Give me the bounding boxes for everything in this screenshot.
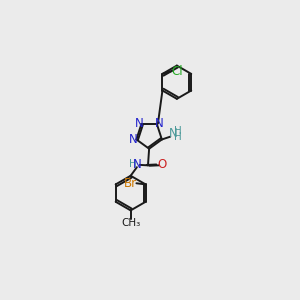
Text: N: N	[135, 117, 144, 130]
Text: Br: Br	[124, 177, 137, 190]
Text: Cl: Cl	[171, 64, 183, 78]
Text: O: O	[158, 158, 167, 171]
Text: H: H	[129, 158, 137, 169]
Text: N: N	[133, 158, 141, 171]
Text: N: N	[154, 117, 163, 130]
Text: CH₃: CH₃	[121, 218, 140, 228]
Text: N: N	[169, 128, 178, 140]
Text: H: H	[174, 126, 182, 136]
Text: N: N	[129, 133, 138, 146]
Text: H: H	[174, 132, 182, 142]
